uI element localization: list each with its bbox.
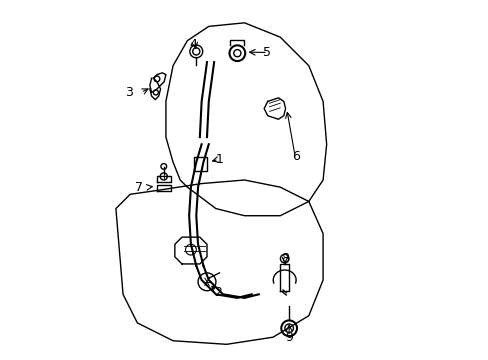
Text: 6: 6 [292,150,300,163]
Text: 4: 4 [189,38,197,51]
Text: 9: 9 [285,332,292,345]
Text: 8: 8 [280,252,288,265]
Text: 3: 3 [125,86,133,99]
Text: 5: 5 [262,46,270,59]
Text: 7: 7 [135,181,143,194]
Text: 2: 2 [213,286,221,299]
Text: 1: 1 [215,153,223,166]
